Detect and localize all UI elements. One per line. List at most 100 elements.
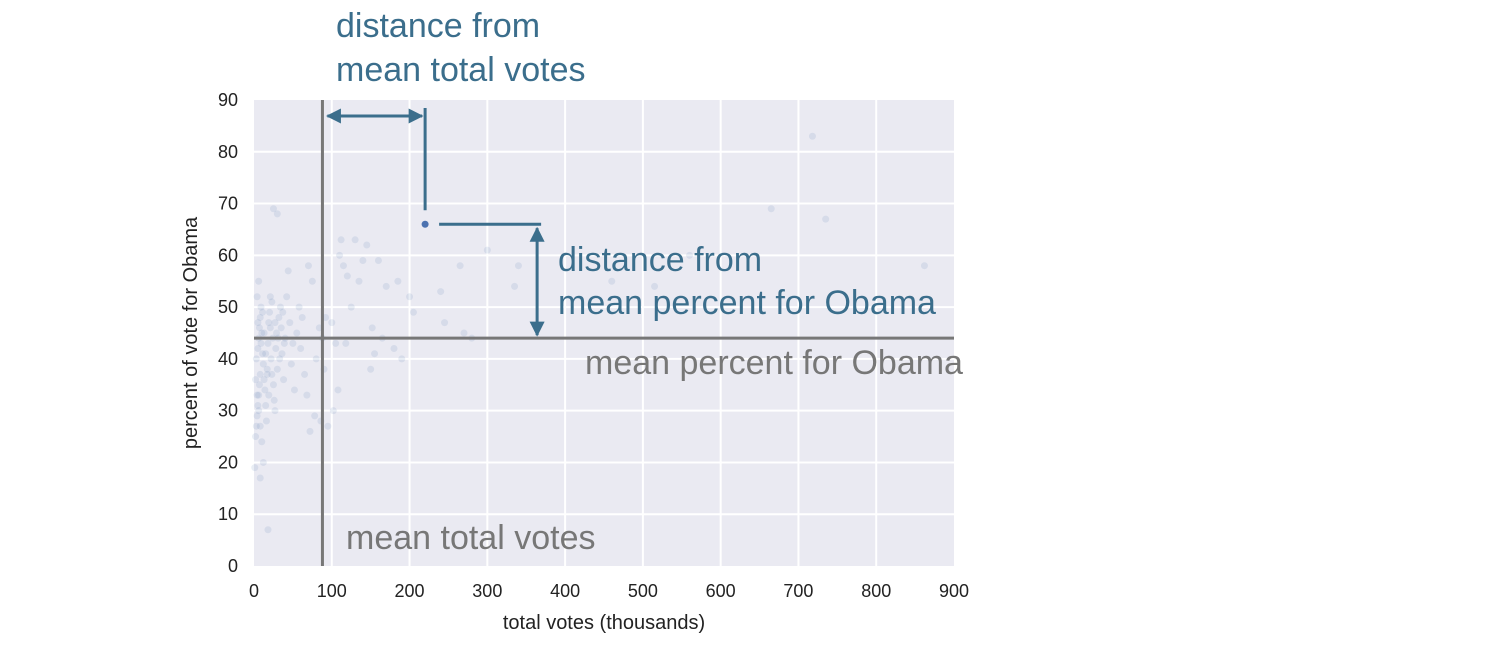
y-axis-label: percent of vote for Obama: [180, 216, 202, 449]
data-point: [256, 370, 264, 378]
data-point: [271, 407, 279, 415]
tick-labels: 0 100 200 300 400 500 600 700 800 900 0 10 20 30 40 50 6…: [218, 90, 969, 601]
data-point: [279, 308, 287, 316]
data-point: [324, 422, 332, 430]
data-point: [265, 391, 273, 399]
data-point: [822, 215, 830, 223]
mean-total-votes-label: mean total votes: [346, 519, 595, 557]
data-point: [390, 345, 398, 353]
x-tick-label: 600: [706, 581, 736, 601]
data-point: [278, 350, 286, 358]
data-point: [257, 303, 265, 311]
x-axis-label: total votes (thousands): [503, 612, 705, 634]
data-point: [339, 262, 347, 270]
data-point: [262, 401, 270, 409]
data-point: [342, 339, 350, 347]
y-tick-label: 30: [218, 401, 238, 421]
data-point: [263, 370, 271, 378]
data-point: [277, 324, 285, 332]
data-point: [256, 422, 264, 430]
data-point: [284, 267, 292, 275]
data-point: [271, 319, 279, 327]
y-distance-label-line2: mean percent for Obama: [558, 284, 936, 322]
data-point: [254, 319, 262, 327]
data-point: [270, 396, 278, 404]
x-tick-label: 700: [783, 581, 813, 601]
data-point: [252, 355, 260, 363]
data-point: [252, 433, 260, 441]
data-point: [255, 277, 263, 285]
data-point: [308, 277, 316, 285]
data-point: [255, 324, 263, 332]
data-point: [343, 272, 351, 280]
data-point: [262, 417, 270, 425]
data-point: [251, 464, 259, 472]
data-point: [252, 422, 260, 430]
data-point: [337, 236, 345, 244]
data-point: [409, 308, 417, 316]
data-point: [252, 376, 260, 384]
data-point: [259, 350, 267, 358]
data-point: [398, 355, 406, 363]
mean-percent-label: mean percent for Obama: [585, 344, 963, 382]
data-point: [359, 257, 367, 265]
data-point: [256, 313, 264, 321]
data-point: [273, 329, 281, 337]
data-point: [258, 329, 266, 337]
data-point: [276, 303, 284, 311]
data-point: [268, 298, 276, 306]
y-distance-label-line1: distance from: [558, 241, 762, 279]
data-point: [267, 355, 275, 363]
data-point: [259, 308, 267, 316]
y-tick-label: 0: [228, 556, 238, 576]
x-tick-label: 100: [317, 581, 347, 601]
data-point: [275, 313, 283, 321]
data-point: [266, 293, 274, 301]
data-point: [363, 241, 371, 249]
data-point: [268, 370, 276, 378]
x-tick-label: 300: [472, 581, 502, 601]
data-point: [329, 407, 337, 415]
data-point: [256, 474, 264, 482]
data-point: [301, 370, 309, 378]
data-point: [336, 251, 344, 259]
x-distance-label-line2: mean total votes: [336, 51, 585, 89]
data-point: [263, 365, 271, 373]
x-tick-label: 500: [628, 581, 658, 601]
data-point: [334, 386, 342, 394]
data-point: [269, 381, 277, 389]
x-tick-label: 800: [861, 581, 891, 601]
data-point: [514, 262, 522, 270]
data-point: [286, 319, 294, 327]
data-point: [312, 355, 320, 363]
x-tick-label: 900: [939, 581, 969, 601]
data-point: [355, 277, 363, 285]
y-tick-label: 50: [218, 297, 238, 317]
data-point: [266, 308, 274, 316]
data-point: [257, 339, 265, 347]
x-tick-label: 400: [550, 581, 580, 601]
data-point: [441, 319, 449, 327]
data-point: [920, 262, 928, 270]
data-point: [280, 339, 288, 347]
data-point: [273, 365, 281, 373]
data-point: [303, 391, 311, 399]
data-point: [253, 412, 261, 420]
data-point: [311, 412, 319, 420]
data-point: [272, 345, 280, 353]
data-point: [253, 293, 261, 301]
data-point: [262, 350, 270, 358]
data-point: [351, 236, 359, 244]
x-distance-label-line1: distance from: [336, 7, 540, 45]
data-point: [371, 350, 379, 358]
plot-area: [254, 100, 954, 566]
data-point: [283, 293, 291, 301]
data-point: [332, 339, 340, 347]
data-point: [259, 458, 267, 466]
data-point: [304, 262, 312, 270]
data-point: [280, 376, 288, 384]
data-point: [608, 277, 616, 285]
y-tick-label: 80: [218, 142, 238, 162]
y-tick-label: 40: [218, 349, 238, 369]
y-tick-label: 60: [218, 245, 238, 265]
